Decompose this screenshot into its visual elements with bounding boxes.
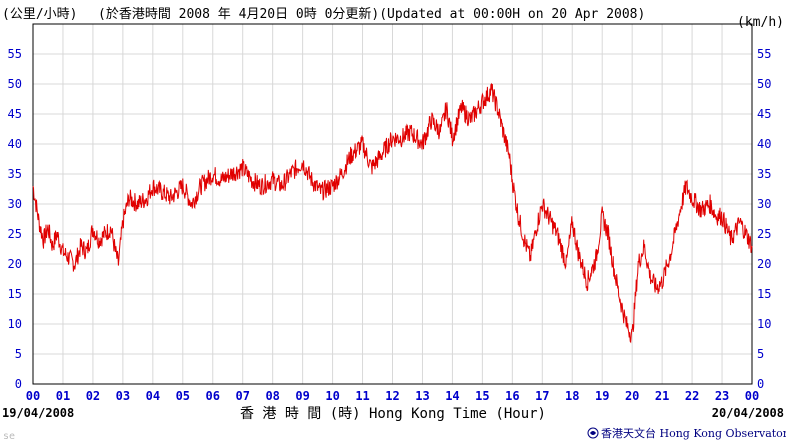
corner-mark: se: [3, 431, 15, 442]
y-tick-label-left: 25: [8, 227, 22, 241]
x-axis: 00 01 02 03 04 05 06 07 08 09 10 11 12 13 14 15 16 17 18 19…: [26, 389, 759, 403]
x-tick-label: 05: [176, 389, 190, 403]
y-tick-label-left: 45: [8, 107, 22, 121]
y-tick-label-left: 50: [8, 77, 22, 91]
y-axis-left: 0 5 10 15 20 25 30 35 40 45 50 55: [8, 47, 22, 391]
x-tick-label: 21: [655, 389, 669, 403]
x-tick-label: 20: [625, 389, 639, 403]
x-tick-label: 08: [265, 389, 279, 403]
x-tick-label: 18: [565, 389, 579, 403]
x-tick-label: 22: [685, 389, 699, 403]
x-tick-label: 10: [325, 389, 339, 403]
x-tick-label: 14: [445, 389, 459, 403]
x-tick-label: 06: [206, 389, 220, 403]
y-tick-label-right: 5: [757, 347, 764, 361]
x-axis-label: 香 港 時 間 (時) Hong Kong Time (Hour): [240, 406, 546, 422]
y-tick-label-left: 55: [8, 47, 22, 61]
x-tick-label: 00: [26, 389, 40, 403]
x-tick-label: 01: [56, 389, 70, 403]
credit-text: 香港天文台 Hong Kong Observatory: [601, 426, 786, 440]
x-tick-label: 23: [715, 389, 729, 403]
y-tick-label-right: 20: [757, 257, 771, 271]
x-tick-label: 19: [595, 389, 609, 403]
y-tick-label-left: 40: [8, 137, 22, 151]
y-tick-label-right: 50: [757, 77, 771, 91]
hko-logo-icon: [587, 427, 599, 439]
y-tick-label-left: 10: [8, 317, 22, 331]
y-unit-right: (km/h): [737, 15, 784, 30]
y-tick-label-right: 30: [757, 197, 771, 211]
wind-speed-series: [32, 82, 753, 344]
x-tick-label: 17: [535, 389, 549, 403]
y-tick-label-left: 0: [15, 377, 22, 391]
y-tick-label-right: 55: [757, 47, 771, 61]
y-tick-label-right: 25: [757, 227, 771, 241]
y-tick-label-right: 0: [757, 377, 764, 391]
y-axis-right: 0 5 10 15 20 25 30 35 40 45 50 55: [757, 47, 771, 391]
y-tick-label-left: 20: [8, 257, 22, 271]
x-tick-label: 16: [505, 389, 519, 403]
update-text: (於香港時間 2008 年 4月20日 0時 0分更新)(Updated at …: [98, 6, 645, 22]
y-tick-label-right: 40: [757, 137, 771, 151]
y-unit-left: (公里/小時): [2, 7, 77, 22]
x-tick-label: 13: [415, 389, 429, 403]
y-tick-label-left: 30: [8, 197, 22, 211]
x-tick-label: 03: [116, 389, 130, 403]
x-tick-label: 11: [355, 389, 369, 403]
x-tick-label: 12: [385, 389, 399, 403]
date-start: 19/04/2008: [2, 406, 74, 420]
y-tick-label-left: 5: [15, 347, 22, 361]
y-tick-label-left: 15: [8, 287, 22, 301]
y-tick-label-right: 15: [757, 287, 771, 301]
x-tick-label: 09: [295, 389, 309, 403]
y-tick-label-right: 10: [757, 317, 771, 331]
plot-frame: [32, 23, 753, 385]
y-tick-label-left: 35: [8, 167, 22, 181]
x-tick-label: 15: [475, 389, 489, 403]
y-tick-label-right: 45: [757, 107, 771, 121]
grid-lines: [33, 24, 752, 384]
x-tick-label: 02: [86, 389, 100, 403]
x-tick-label: 07: [235, 389, 249, 403]
y-tick-label-right: 35: [757, 167, 771, 181]
date-end: 20/04/2008: [712, 406, 784, 420]
x-tick-label: 00: [745, 389, 759, 403]
x-tick-label: 04: [146, 389, 160, 403]
